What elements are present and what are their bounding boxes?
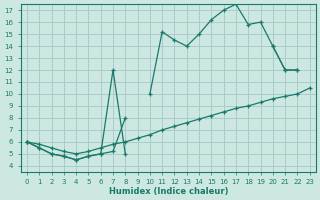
X-axis label: Humidex (Indice chaleur): Humidex (Indice chaleur)	[108, 187, 228, 196]
